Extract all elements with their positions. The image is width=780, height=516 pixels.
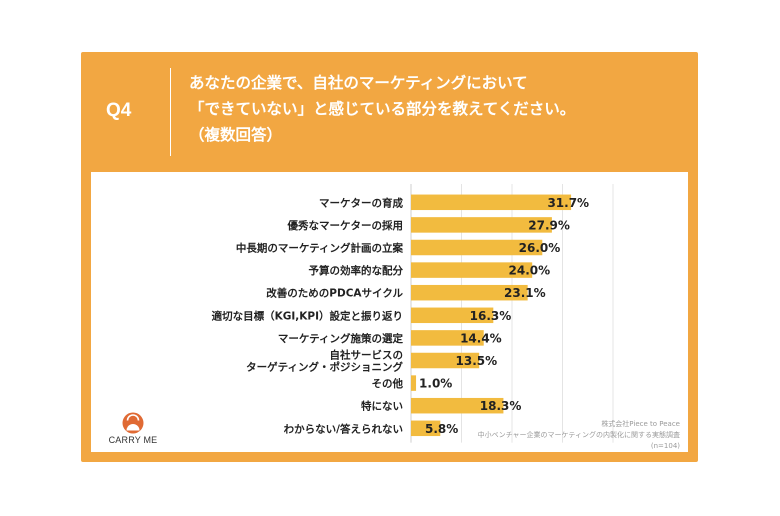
category-label: マーケターの育成 bbox=[319, 196, 403, 209]
data-label: 26.0% bbox=[519, 241, 561, 255]
chart-panel: 31.7% マーケターの育成 27.9% 優秀なマーケターの採用 26.0% 中長期のマー… bbox=[91, 172, 688, 452]
bar bbox=[411, 397, 504, 414]
data-label: 31.7% bbox=[547, 196, 589, 210]
question-number: Q4 bbox=[106, 100, 132, 121]
data-label: 18.3% bbox=[480, 399, 522, 413]
data-label: 27.9% bbox=[528, 218, 570, 232]
data-label: 23.1% bbox=[504, 286, 546, 300]
bar bbox=[411, 307, 494, 324]
data-label: 14.4% bbox=[460, 331, 502, 345]
category-label: 自社サービスの bbox=[330, 349, 404, 362]
question-line-1: あなたの企業で、自社のマーケティングにおいて bbox=[189, 74, 528, 92]
brand-logo: CARRY ME bbox=[103, 410, 163, 450]
data-label: 13.5% bbox=[456, 354, 498, 368]
question-text: あなたの企業で、自社のマーケティングにおいて 「できていない」と感じている部分を… bbox=[189, 70, 689, 148]
carry-me-logo-icon bbox=[122, 412, 144, 434]
category-label: 優秀なマーケターの採用 bbox=[287, 219, 404, 232]
category-label: 特にない bbox=[361, 400, 403, 413]
bar bbox=[411, 239, 543, 256]
category-label: ターゲティング・ポジショニング bbox=[246, 361, 403, 374]
category-label: 改善のためのPDCAサイクル bbox=[266, 287, 403, 300]
data-label: 1.0% bbox=[419, 377, 452, 391]
bar bbox=[411, 375, 417, 391]
data-label: 5.8% bbox=[425, 422, 458, 436]
brand-name: CARRY ME bbox=[108, 435, 158, 445]
source-note: 株式会社Piece to Peace 中小ベンチャー企業のマーケティングの内製化… bbox=[478, 419, 680, 452]
question-line-3: （複数回答） bbox=[189, 126, 283, 144]
chart-frame: Q4 あなたの企業で、自社のマーケティングにおいて 「できていない」と感じている… bbox=[81, 52, 698, 462]
question-header: Q4 あなたの企業で、自社のマーケティングにおいて 「できていない」と感じている… bbox=[81, 52, 698, 170]
bar bbox=[411, 194, 572, 211]
source-line-1: 株式会社Piece to Peace bbox=[601, 420, 680, 428]
bar-chart: 31.7% マーケターの育成 27.9% 優秀なマーケターの採用 26.0% 中長期のマー… bbox=[212, 184, 614, 443]
category-label: 適切な目標（KGI,KPI）設定と振り返り bbox=[212, 309, 403, 322]
bar bbox=[411, 217, 552, 233]
category-label: わからない/答えられない bbox=[284, 422, 403, 435]
category-label: マーケティング施策の選定 bbox=[278, 332, 404, 345]
data-label: 24.0% bbox=[509, 264, 551, 278]
bar bbox=[411, 284, 528, 301]
bar bbox=[411, 420, 441, 437]
category-label: その他 bbox=[372, 377, 404, 390]
bar bbox=[411, 330, 484, 346]
header-divider bbox=[170, 68, 171, 156]
category-label: 予算の効率的な配分 bbox=[309, 264, 404, 277]
bar bbox=[411, 352, 480, 369]
question-line-2: 「できていない」と感じている部分を教えてください。 bbox=[189, 100, 576, 118]
source-line-2: 中小ベンチャー企業のマーケティングの内製化に関する実態調査 bbox=[477, 431, 680, 439]
source-line-3: (n=104) bbox=[650, 442, 680, 450]
bar bbox=[411, 262, 533, 278]
data-label: 16.3% bbox=[470, 309, 512, 323]
category-label: 中長期のマーケティング計画の立案 bbox=[236, 242, 404, 255]
